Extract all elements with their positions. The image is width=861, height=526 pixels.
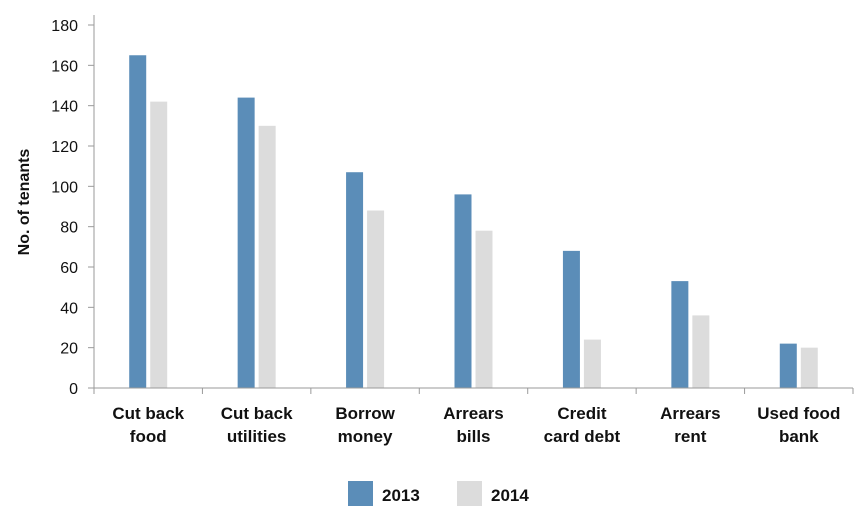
bar-2013 (129, 55, 147, 388)
bar-2014 (475, 230, 493, 388)
bar-2014 (800, 347, 818, 388)
y-tick-label: 0 (69, 381, 78, 398)
y-axis: 0 20 40 60 80 100 120 140 160 180 (51, 15, 95, 398)
x-tick-label-line: money (338, 427, 393, 446)
x-axis: Cut back food Cut back utilities Borrow money… (93, 387, 854, 446)
bar-2014 (258, 125, 276, 388)
bar-2013 (454, 194, 472, 388)
bar-2013 (237, 97, 255, 388)
bar-2013 (346, 172, 364, 388)
y-tick-label: 160 (51, 58, 78, 75)
x-tick-label: Used food bank (757, 404, 840, 446)
y-tick-label: 180 (51, 18, 78, 35)
x-tick-label: Cut back utilities (221, 404, 293, 446)
x-tick-label-line: utilities (227, 427, 287, 446)
x-tick-label-line: Borrow (335, 404, 395, 423)
y-tick-label: 20 (60, 341, 78, 358)
y-tick-label: 120 (51, 139, 78, 156)
legend-swatch-2014 (457, 481, 482, 506)
x-tick-label-line: card debt (544, 427, 621, 446)
x-tick-label-line: Arrears (443, 404, 504, 423)
legend-label: 2013 (382, 486, 420, 505)
x-tick-label-line: bank (779, 427, 819, 446)
bar-2014 (367, 210, 385, 388)
y-tick-label: 60 (60, 260, 78, 277)
x-tick-label-line: Arrears (660, 404, 721, 423)
bar-2014 (583, 339, 601, 388)
x-tick-label: Arrears rent (660, 404, 721, 446)
bar-2013 (779, 343, 797, 388)
bar-2014 (150, 101, 168, 388)
x-tick-label-line: Used food (757, 404, 840, 423)
y-tick-label: 100 (51, 179, 78, 196)
x-tick-label-line: Cut back (221, 404, 293, 423)
legend-swatch-2013 (348, 481, 373, 506)
x-tick-label: Cut back food (112, 404, 184, 446)
x-tick-label-line: Cut back (112, 404, 184, 423)
x-tick-label-line: rent (674, 427, 706, 446)
y-tick-label: 140 (51, 99, 78, 116)
x-tick-label: Arrears bills (443, 404, 504, 446)
x-tick-label-line: Credit (557, 404, 606, 423)
x-tick-label: Borrow money (335, 404, 395, 446)
y-tick-label: 40 (60, 300, 78, 317)
x-tick-label-line: food (130, 427, 167, 446)
x-tick-label: Credit card debt (544, 404, 621, 446)
bars (129, 55, 818, 388)
x-tick-label-line: bills (456, 427, 490, 446)
bar-2014 (692, 315, 710, 388)
y-axis-label: No. of tenants (16, 149, 33, 256)
bar-2013 (671, 281, 689, 388)
legend: 2013 2014 (348, 481, 529, 506)
legend-label: 2014 (491, 486, 529, 505)
bar-2013 (562, 250, 580, 388)
y-tick-label: 80 (60, 220, 78, 237)
